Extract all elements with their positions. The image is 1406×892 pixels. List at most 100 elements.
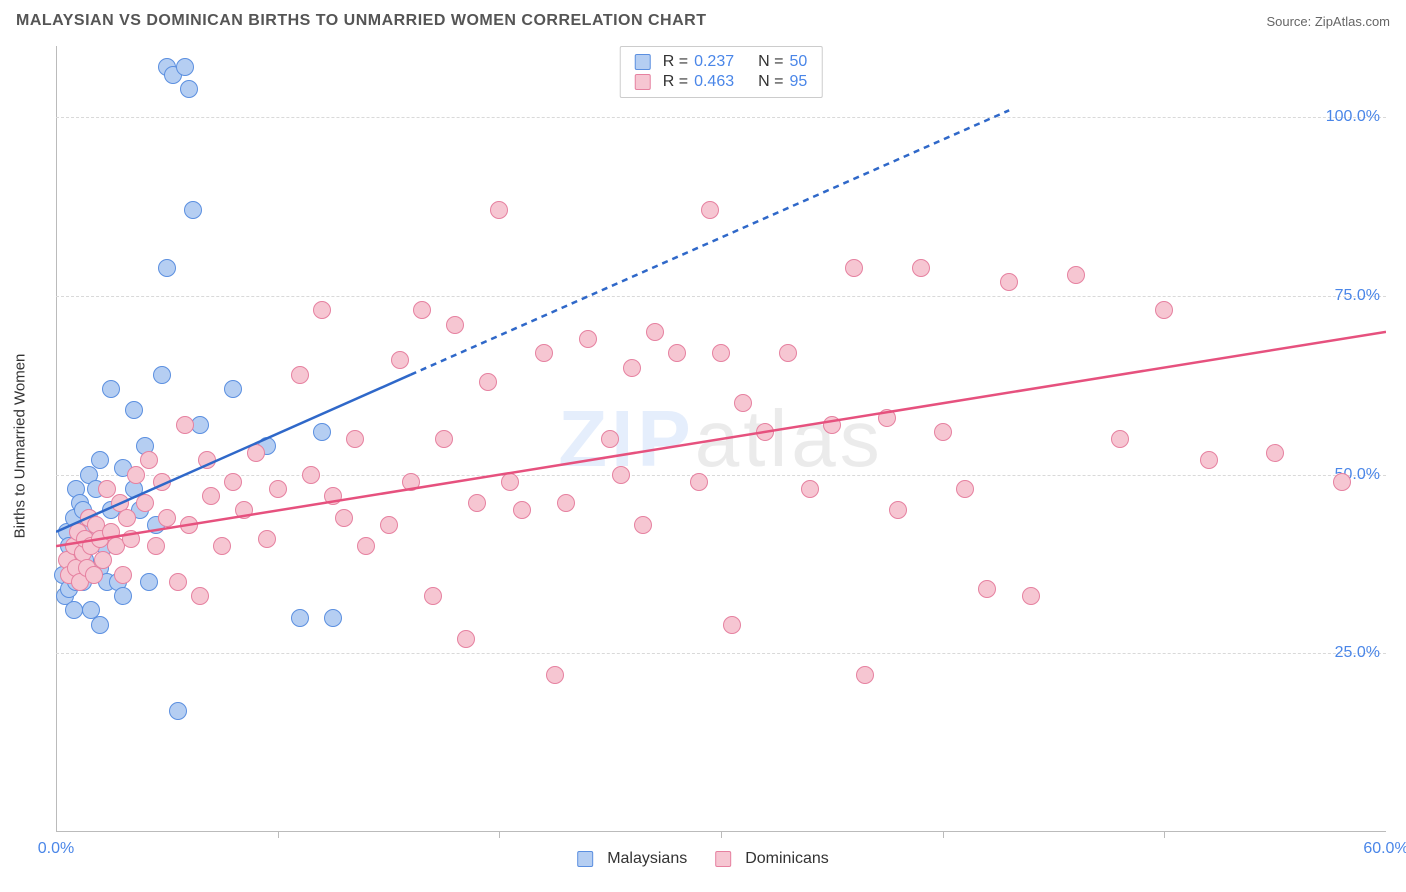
- data-point-malaysians: [91, 451, 109, 469]
- data-point-malaysians: [184, 201, 202, 219]
- legend-statistics: R = 0.237 N = 50 R = 0.463 N = 95: [620, 46, 823, 98]
- data-point-dominicans: [579, 330, 597, 348]
- data-point-dominicans: [98, 480, 116, 498]
- data-point-dominicans: [1333, 473, 1351, 491]
- legend-swatch-malaysians: [635, 54, 651, 70]
- legend-r-label: R =: [663, 53, 688, 71]
- data-point-dominicans: [634, 516, 652, 534]
- data-point-dominicans: [235, 501, 253, 519]
- data-point-dominicans: [391, 351, 409, 369]
- y-tick-label: 75.0%: [1335, 287, 1380, 305]
- x-tick-label: 0.0%: [38, 840, 74, 858]
- data-point-malaysians: [180, 80, 198, 98]
- data-point-dominicans: [291, 366, 309, 384]
- data-point-dominicans: [180, 516, 198, 534]
- chart-title: MALAYSIAN VS DOMINICAN BIRTHS TO UNMARRI…: [16, 12, 706, 30]
- legend-label-dominicans: Dominicans: [745, 850, 829, 868]
- data-point-dominicans: [823, 416, 841, 434]
- x-tick: [1164, 832, 1165, 838]
- data-point-dominicans: [247, 444, 265, 462]
- data-point-dominicans: [191, 587, 209, 605]
- legend-label-malaysians: Malaysians: [607, 850, 687, 868]
- data-point-dominicans: [646, 323, 664, 341]
- y-tick-label: 100.0%: [1326, 108, 1380, 126]
- data-point-dominicans: [122, 530, 140, 548]
- data-point-dominicans: [380, 516, 398, 534]
- data-point-malaysians: [65, 601, 83, 619]
- data-point-dominicans: [801, 480, 819, 498]
- data-point-dominicans: [612, 466, 630, 484]
- data-point-dominicans: [623, 359, 641, 377]
- data-point-malaysians: [291, 609, 309, 627]
- data-point-dominicans: [701, 201, 719, 219]
- data-point-dominicans: [158, 509, 176, 527]
- data-point-malaysians: [313, 423, 331, 441]
- chart-container: MALAYSIAN VS DOMINICAN BIRTHS TO UNMARRI…: [0, 0, 1406, 892]
- data-point-dominicans: [224, 473, 242, 491]
- data-point-dominicans: [1200, 451, 1218, 469]
- legend-swatch-malaysians: [577, 851, 593, 867]
- data-point-dominicans: [176, 416, 194, 434]
- legend-n-value-dominicans: 95: [789, 73, 807, 91]
- x-tick: [943, 832, 944, 838]
- x-tick: [499, 832, 500, 838]
- data-point-dominicans: [468, 494, 486, 512]
- data-point-dominicans: [845, 259, 863, 277]
- data-point-dominicans: [213, 537, 231, 555]
- data-point-dominicans: [546, 666, 564, 684]
- data-point-dominicans: [313, 301, 331, 319]
- plot-border: [56, 46, 1386, 832]
- data-point-dominicans: [413, 301, 431, 319]
- grid-line: [56, 117, 1386, 118]
- data-point-malaysians: [169, 702, 187, 720]
- source-label: Source: ZipAtlas.com: [1266, 14, 1390, 29]
- data-point-dominicans: [889, 501, 907, 519]
- data-point-malaysians: [158, 259, 176, 277]
- data-point-dominicans: [435, 430, 453, 448]
- legend-n-label: N =: [758, 73, 783, 91]
- legend-swatch-dominicans: [715, 851, 731, 867]
- legend-row-dominicans: R = 0.463 N = 95: [635, 72, 808, 92]
- data-point-malaysians: [91, 616, 109, 634]
- data-point-dominicans: [424, 587, 442, 605]
- data-point-dominicans: [712, 344, 730, 362]
- data-point-dominicans: [269, 480, 287, 498]
- data-point-dominicans: [127, 466, 145, 484]
- legend-series: Malaysians Dominicans: [577, 850, 829, 868]
- legend-item-malaysians: Malaysians: [577, 850, 687, 868]
- data-point-dominicans: [118, 509, 136, 527]
- data-point-dominicans: [856, 666, 874, 684]
- data-point-dominicans: [302, 466, 320, 484]
- data-point-dominicans: [1111, 430, 1129, 448]
- data-point-dominicans: [258, 530, 276, 548]
- data-point-dominicans: [912, 259, 930, 277]
- data-point-dominicans: [490, 201, 508, 219]
- data-point-dominicans: [668, 344, 686, 362]
- data-point-dominicans: [690, 473, 708, 491]
- data-point-dominicans: [734, 394, 752, 412]
- data-point-dominicans: [956, 480, 974, 498]
- x-tick: [278, 832, 279, 838]
- legend-item-dominicans: Dominicans: [715, 850, 829, 868]
- title-bar: MALAYSIAN VS DOMINICAN BIRTHS TO UNMARRI…: [16, 12, 1390, 30]
- data-point-dominicans: [147, 537, 165, 555]
- legend-row-malaysians: R = 0.237 N = 50: [635, 52, 808, 72]
- data-point-dominicans: [557, 494, 575, 512]
- legend-n-value-malaysians: 50: [789, 53, 807, 71]
- data-point-dominicans: [978, 580, 996, 598]
- data-point-dominicans: [1000, 273, 1018, 291]
- data-point-malaysians: [176, 58, 194, 76]
- data-point-dominicans: [779, 344, 797, 362]
- y-tick-label: 25.0%: [1335, 644, 1380, 662]
- data-point-dominicans: [153, 473, 171, 491]
- data-point-dominicans: [1067, 266, 1085, 284]
- legend-r-value-malaysians: 0.237: [694, 53, 734, 71]
- data-point-malaysians: [224, 380, 242, 398]
- data-point-dominicans: [140, 451, 158, 469]
- data-point-dominicans: [94, 551, 112, 569]
- grid-line: [56, 653, 1386, 654]
- data-point-malaysians: [191, 416, 209, 434]
- legend-swatch-dominicans: [635, 74, 651, 90]
- data-point-dominicans: [479, 373, 497, 391]
- data-point-malaysians: [153, 366, 171, 384]
